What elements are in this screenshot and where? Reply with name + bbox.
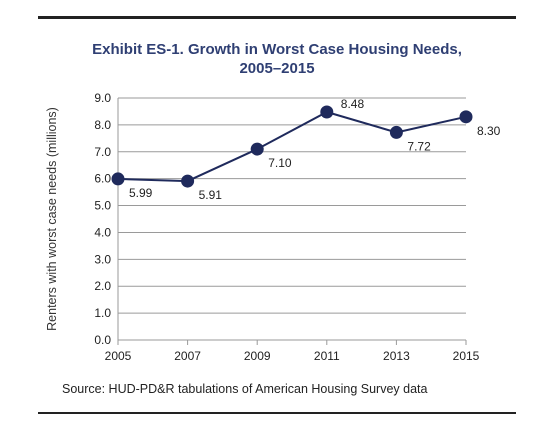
y-tick-label-1: 1.0 bbox=[94, 306, 111, 320]
y-tick-label-5: 5.0 bbox=[94, 199, 111, 213]
data-point-5 bbox=[459, 110, 473, 124]
data-label-1: 5.91 bbox=[199, 188, 223, 202]
data-label-4: 7.72 bbox=[407, 139, 431, 153]
data-label-2: 7.10 bbox=[268, 156, 292, 170]
y-tick-label-9: 9.0 bbox=[94, 91, 111, 105]
data-point-3 bbox=[320, 105, 334, 119]
x-tick-label-4: 2013 bbox=[383, 349, 410, 363]
data-label-3: 8.48 bbox=[341, 97, 365, 111]
data-point-4 bbox=[389, 125, 403, 139]
x-tick-label-2: 2009 bbox=[244, 349, 271, 363]
y-tick-label-3: 3.0 bbox=[94, 252, 111, 266]
y-tick-label-6: 6.0 bbox=[94, 172, 111, 186]
data-label-0: 5.99 bbox=[129, 186, 153, 200]
data-point-1 bbox=[181, 174, 195, 188]
series-line-0 bbox=[117, 110, 467, 183]
x-tick-label-1: 2007 bbox=[174, 349, 201, 363]
x-tick-label-3: 2011 bbox=[314, 349, 340, 363]
data-label-5: 8.30 bbox=[477, 124, 501, 138]
source-note: Source: HUD-PD&R tabulations of American… bbox=[62, 382, 428, 396]
y-tick-label-2: 2.0 bbox=[94, 279, 111, 293]
chart-title-line-2: 2005–2015 bbox=[239, 60, 315, 77]
y-tick-label-4: 4.0 bbox=[94, 225, 111, 239]
x-tick-label-0: 2005 bbox=[105, 349, 132, 363]
data-point-2 bbox=[250, 142, 264, 156]
y-tick-label-0: 0.0 bbox=[94, 333, 111, 347]
chart-title-line-1: Exhibit ES-1. Growth in Worst Case Housi… bbox=[92, 41, 462, 58]
chart-title: Exhibit ES-1. Growth in Worst Case Housi… bbox=[38, 40, 516, 78]
top-rule bbox=[38, 16, 516, 19]
y-axis-label: Renters with worst case needs (millions) bbox=[45, 107, 59, 331]
y-tick-label-8: 8.0 bbox=[94, 118, 111, 132]
data-point-0 bbox=[111, 172, 125, 186]
bottom-rule bbox=[38, 412, 516, 414]
x-tick-label-5: 2015 bbox=[453, 349, 480, 363]
y-tick-label-7: 7.0 bbox=[94, 145, 111, 159]
